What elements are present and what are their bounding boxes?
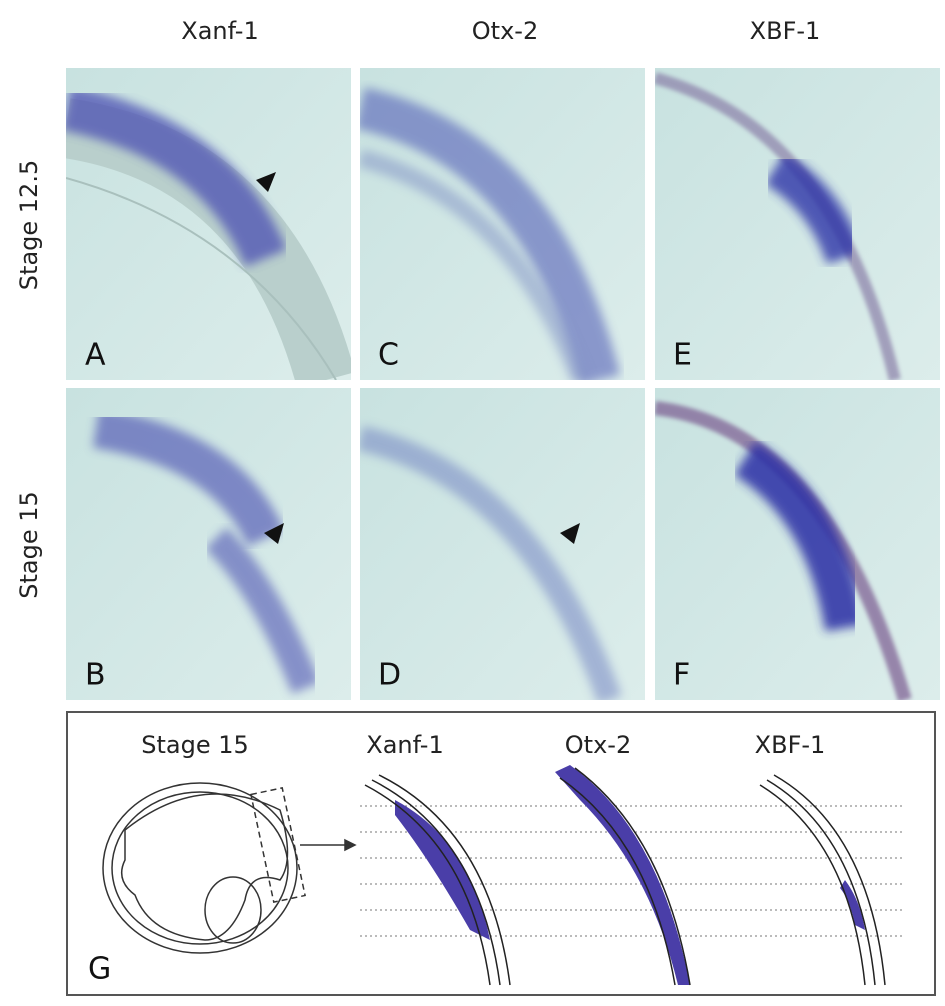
schematic-title: Stage 15 [141, 731, 249, 759]
schematic-label: XBF-1 [755, 731, 826, 759]
expression-schematic [364, 765, 886, 986]
schematic-label: Otx-2 [565, 731, 631, 759]
panel-label: D [378, 658, 401, 693]
column-header: Otx-2 [472, 17, 538, 45]
micrograph [66, 68, 351, 380]
panel-label: G [88, 952, 111, 987]
panel-label: A [85, 338, 106, 373]
micrograph [360, 388, 645, 700]
schematic-label: Xanf-1 [366, 731, 443, 759]
panel-label: C [378, 338, 399, 373]
panel-label: B [85, 658, 106, 693]
micrograph [66, 388, 351, 700]
micrograph [360, 68, 645, 380]
micrograph [655, 68, 940, 380]
panel-label: F [673, 658, 690, 693]
row-label: Stage 15 [15, 491, 43, 599]
column-header: Xanf-1 [181, 17, 258, 45]
panel-label: E [673, 338, 692, 373]
row-label: Stage 12.5 [15, 160, 43, 290]
micrograph [655, 388, 940, 700]
embryo-diagram [102, 782, 357, 954]
column-header: XBF-1 [750, 17, 821, 45]
schematic-frame [66, 711, 936, 996]
